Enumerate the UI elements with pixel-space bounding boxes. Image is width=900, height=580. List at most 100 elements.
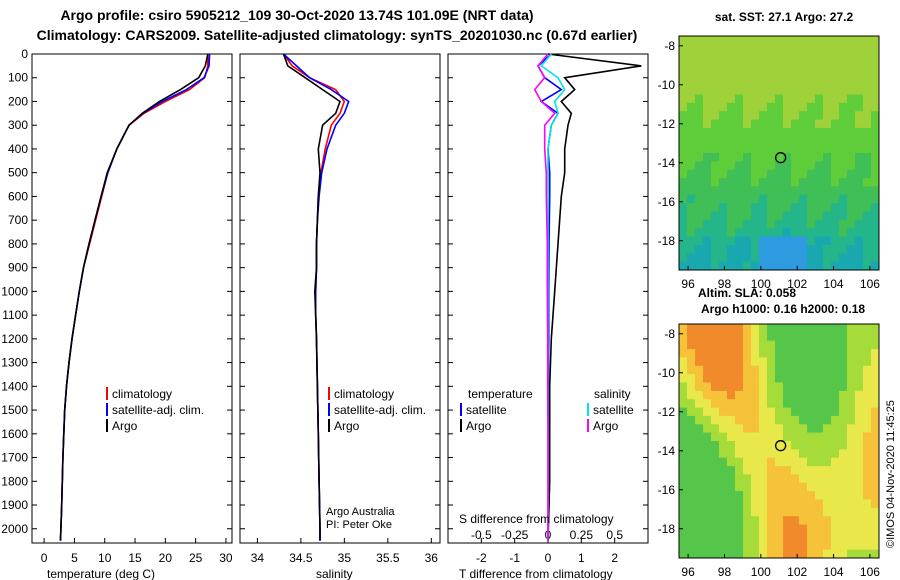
sla-cell <box>831 340 840 350</box>
sst-cell <box>703 52 712 62</box>
sst-cell <box>791 194 800 204</box>
sla-cell <box>751 340 760 350</box>
sla-cell <box>695 482 704 492</box>
sla-cell <box>719 474 728 484</box>
sst-cell <box>743 194 752 204</box>
sla-cell <box>679 474 688 484</box>
sla-cell <box>871 441 880 450</box>
sla-cell <box>743 532 752 542</box>
sst-cell <box>695 203 704 212</box>
sla-cell <box>807 374 816 383</box>
sla-cell <box>855 482 864 492</box>
sla-cell <box>783 357 792 367</box>
sla-cell <box>751 424 760 434</box>
sst-cell <box>863 211 872 221</box>
sla-cell <box>807 516 816 526</box>
sla-cell <box>759 340 768 350</box>
sla-cell <box>719 549 728 559</box>
sst-ytick-label: -18 <box>658 234 676 248</box>
title-line2: Climatology: CARS2009. Satellite-adjuste… <box>37 27 638 43</box>
sla-cell <box>719 332 728 342</box>
sst-cell <box>751 69 760 79</box>
sla-cell <box>871 407 880 417</box>
sla-cell <box>687 357 696 367</box>
sst-cell <box>719 119 728 129</box>
sst-cell <box>743 119 752 129</box>
sla-cell <box>735 349 744 358</box>
sla-cell <box>767 466 776 475</box>
sla-cell <box>703 507 712 517</box>
sst-cell <box>831 178 840 187</box>
sst-cell <box>783 169 792 179</box>
sla-cell <box>695 474 704 484</box>
sla-cell <box>871 449 880 459</box>
sla-cell <box>855 516 864 526</box>
sla-cell <box>855 499 864 509</box>
sst-cell <box>871 203 880 212</box>
sla-cell <box>767 532 776 542</box>
sla-cell <box>815 399 824 409</box>
sla-cell <box>711 549 720 559</box>
sla-cell <box>759 541 768 551</box>
sla-cell <box>751 532 760 542</box>
sla-cell <box>687 332 696 342</box>
sla-cell <box>767 340 776 350</box>
sla-cell <box>703 474 712 484</box>
sla-cell <box>751 449 760 459</box>
sla-cell <box>703 549 712 559</box>
sla-cell <box>855 432 864 442</box>
sla-cell <box>743 365 752 375</box>
sla-cell <box>703 390 712 400</box>
sla-cell <box>783 441 792 450</box>
sla-cell <box>751 466 760 475</box>
sst-cell <box>759 211 768 221</box>
sla-cell <box>847 507 856 517</box>
sla-cell <box>799 424 808 434</box>
sst-cell <box>687 194 696 204</box>
sla-cell <box>767 390 776 400</box>
sla-cell <box>695 415 704 425</box>
sst-cell <box>783 161 792 171</box>
sla-cell <box>727 482 736 492</box>
sst-cell <box>791 169 800 179</box>
sst-cell <box>855 144 864 154</box>
sst-cell <box>823 178 832 187</box>
sst-cell <box>791 236 800 246</box>
sst-cell <box>735 236 744 246</box>
diff-series-t-argo <box>547 53 642 541</box>
sst-cell <box>775 186 784 196</box>
sst-cell <box>791 261 800 271</box>
sla-cell <box>799 524 808 534</box>
sla-cell <box>711 357 720 367</box>
sst-cell <box>711 194 720 204</box>
sla-cell <box>799 441 808 450</box>
sla-cell <box>807 365 816 375</box>
sla-cell <box>735 474 744 484</box>
sla-cell <box>687 324 696 333</box>
sla-cell <box>791 415 800 425</box>
legend-argo: Argo <box>334 419 360 433</box>
sst-cell <box>863 228 872 238</box>
sst-cell <box>847 186 856 196</box>
sst-cell <box>719 186 728 196</box>
sla-cell <box>711 415 720 425</box>
sst-cell <box>687 136 696 146</box>
sla-cell <box>815 415 824 425</box>
sst-cell <box>839 211 848 221</box>
sla-cell <box>871 324 880 333</box>
depth-tick-label: 1100 <box>2 308 28 322</box>
sst-cell <box>695 161 704 171</box>
sst-cell <box>807 236 816 246</box>
temp-frame <box>31 53 233 544</box>
sla-cell <box>815 340 824 350</box>
sst-cell <box>839 228 848 238</box>
sla-cell <box>703 432 712 442</box>
sla-cell <box>823 332 832 342</box>
sla-cell <box>687 549 696 559</box>
sla-cell <box>871 516 880 526</box>
sst-cell <box>751 169 760 179</box>
sla-cell <box>711 491 720 500</box>
sla-cell <box>687 415 696 425</box>
sla-cell <box>727 549 736 559</box>
sst-cell <box>799 153 808 162</box>
